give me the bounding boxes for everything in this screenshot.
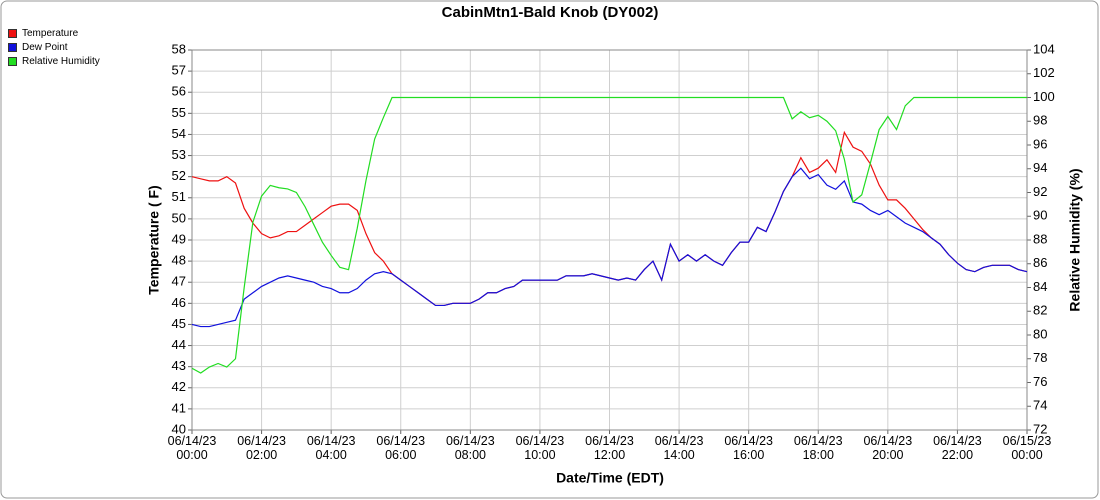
legend-label: Relative Humidity bbox=[22, 56, 100, 67]
x-tick-label: 06/14/23 04:00 bbox=[306, 434, 356, 462]
y2-tick-label: 102 bbox=[1033, 65, 1055, 80]
x-tick-label: 06/14/23 22:00 bbox=[933, 434, 982, 462]
y-tick-label: 58 bbox=[172, 41, 186, 56]
chart-title: CabinMtn1-Bald Knob (DY002) bbox=[442, 4, 659, 21]
y-tick-label: 48 bbox=[172, 253, 186, 268]
y2-tick-label: 96 bbox=[1033, 136, 1047, 151]
y2-tick-label: 86 bbox=[1033, 255, 1047, 270]
legend-swatch bbox=[8, 29, 17, 38]
y-tick-label: 40 bbox=[172, 421, 186, 436]
x-tick-label: 06/14/23 20:00 bbox=[863, 434, 913, 462]
y2-axis-label: Relative Humidity (%) bbox=[1067, 168, 1083, 311]
y-tick-label: 45 bbox=[172, 316, 186, 331]
x-axis-label: Date/Time (EDT) bbox=[556, 470, 664, 486]
y2-tick-label: 72 bbox=[1033, 421, 1047, 436]
y-tick-label: 47 bbox=[172, 274, 186, 289]
legend-item: Relative Humidity bbox=[8, 56, 100, 67]
y-tick-label: 43 bbox=[172, 358, 186, 373]
x-tick-label: 06/14/23 02:00 bbox=[237, 434, 286, 462]
plot-frame bbox=[191, 49, 1028, 431]
y2-tick-label: 104 bbox=[1033, 41, 1055, 56]
y-tick-label: 51 bbox=[172, 189, 186, 204]
x-tick-label: 06/14/23 12:00 bbox=[585, 434, 634, 462]
x-tick-label: 06/14/23 16:00 bbox=[724, 434, 773, 462]
legend-swatch bbox=[8, 57, 17, 66]
y-tick-label: 55 bbox=[172, 105, 186, 120]
y2-tick-label: 92 bbox=[1033, 184, 1047, 199]
x-tick-label: 06/14/23 08:00 bbox=[445, 434, 495, 462]
y2-tick-label: 98 bbox=[1033, 113, 1047, 128]
y-tick-label: 44 bbox=[172, 337, 186, 352]
y2-tick-label: 76 bbox=[1033, 374, 1047, 389]
y-tick-label: 41 bbox=[172, 400, 186, 415]
y-tick-label: 46 bbox=[172, 295, 186, 310]
y-tick-label: 56 bbox=[172, 84, 186, 99]
y2-tick-label: 100 bbox=[1033, 89, 1055, 104]
y-tick-label: 54 bbox=[172, 126, 186, 141]
x-tick-label: 06/14/23 06:00 bbox=[376, 434, 426, 462]
y-tick-label: 42 bbox=[172, 379, 186, 394]
y2-tick-label: 82 bbox=[1033, 303, 1047, 318]
y-tick-label: 57 bbox=[172, 63, 186, 78]
x-tick-label: 06/14/23 14:00 bbox=[654, 434, 704, 462]
legend-label: Temperature bbox=[22, 28, 79, 39]
legend-item: Dew Point bbox=[8, 42, 68, 53]
y2-tick-label: 94 bbox=[1033, 160, 1047, 175]
legend-item: Temperature bbox=[8, 28, 78, 39]
x-tick-label: 06/14/23 00:00 bbox=[167, 434, 217, 462]
y2-tick-label: 80 bbox=[1033, 326, 1047, 341]
y2-tick-label: 88 bbox=[1033, 231, 1047, 246]
legend-swatch bbox=[8, 43, 17, 52]
y2-tick-label: 84 bbox=[1033, 279, 1047, 294]
y-tick-label: 53 bbox=[172, 147, 186, 162]
x-tick-label: 06/14/23 18:00 bbox=[793, 434, 843, 462]
y-axis-label: Temperature ( F) bbox=[146, 185, 162, 294]
y2-tick-label: 90 bbox=[1033, 208, 1047, 223]
y2-tick-label: 74 bbox=[1033, 398, 1047, 413]
y-tick-label: 49 bbox=[172, 231, 186, 246]
series-line bbox=[191, 96, 1027, 374]
series-line bbox=[191, 167, 1028, 328]
y-tick-label: 52 bbox=[172, 168, 186, 183]
y-tick-label: 50 bbox=[172, 210, 186, 225]
x-tick-label: 06/15/23 00:00 bbox=[1002, 434, 1052, 462]
legend-label: Dew Point bbox=[22, 42, 68, 53]
y2-tick-label: 78 bbox=[1033, 350, 1047, 365]
x-tick-label: 06/14/23 10:00 bbox=[515, 434, 565, 462]
